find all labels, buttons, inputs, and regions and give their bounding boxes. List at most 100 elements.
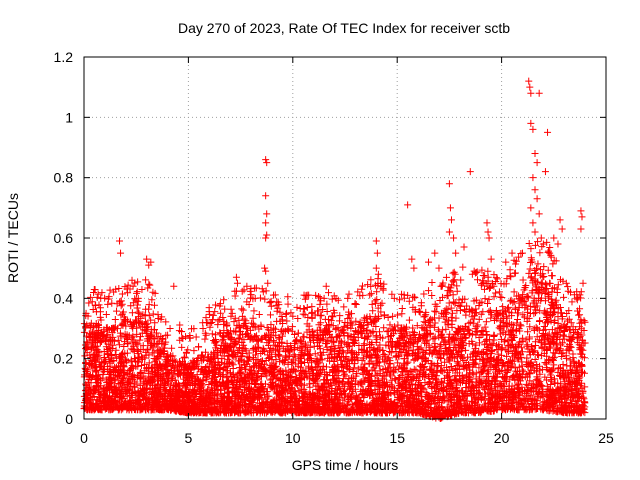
data-point	[370, 346, 378, 354]
data-point	[441, 358, 449, 366]
data-point	[581, 383, 589, 391]
data-point	[467, 318, 475, 326]
data-point	[137, 362, 145, 370]
data-point	[249, 363, 257, 371]
data-point	[559, 332, 567, 340]
data-point	[476, 389, 484, 397]
data-point	[144, 323, 152, 331]
data-point	[426, 378, 434, 386]
data-point	[130, 354, 138, 362]
data-point	[436, 342, 444, 350]
data-point	[551, 316, 559, 324]
data-point	[234, 335, 242, 343]
data-point	[453, 307, 461, 315]
data-point	[472, 341, 480, 349]
data-point	[278, 332, 286, 340]
data-point	[237, 353, 245, 361]
data-point	[543, 281, 551, 289]
data-point	[522, 301, 530, 309]
data-point	[574, 397, 582, 405]
data-point	[548, 288, 556, 296]
data-point	[284, 360, 292, 368]
data-point	[446, 330, 454, 338]
chart-title: Day 270 of 2023, Rate Of TEC Index for r…	[178, 20, 510, 36]
data-point	[224, 352, 232, 360]
data-point	[391, 327, 399, 335]
data-point	[259, 344, 267, 352]
data-point	[534, 351, 542, 359]
data-point	[302, 367, 310, 375]
data-point	[465, 319, 473, 327]
data-point	[294, 329, 302, 337]
data-point	[455, 389, 463, 397]
data-point	[563, 362, 571, 370]
data-point	[246, 363, 254, 371]
data-point	[526, 323, 534, 331]
data-point	[494, 350, 502, 358]
data-point	[503, 352, 511, 360]
data-point	[532, 299, 540, 307]
data-point	[350, 330, 358, 338]
data-point	[452, 314, 460, 322]
data-point	[232, 327, 240, 335]
data-point	[413, 343, 421, 351]
data-point	[319, 362, 327, 370]
data-point	[306, 383, 314, 391]
data-point	[380, 324, 388, 332]
data-point	[141, 360, 149, 368]
data-point	[339, 349, 347, 357]
data-point	[349, 367, 357, 375]
data-point	[127, 365, 135, 373]
data-point	[337, 343, 345, 351]
data-point	[330, 358, 338, 366]
data-point	[151, 325, 159, 333]
data-point	[562, 324, 570, 332]
data-point	[560, 335, 568, 343]
data-point	[137, 323, 145, 331]
data-point	[514, 315, 522, 323]
data-point	[301, 358, 309, 366]
data-point	[462, 307, 470, 315]
data-point	[271, 363, 279, 371]
data-point	[122, 322, 130, 330]
data-point	[284, 327, 292, 335]
data-point	[354, 328, 362, 336]
data-point	[551, 349, 559, 357]
data-point	[523, 308, 531, 316]
data-point	[337, 356, 345, 364]
data-point	[567, 319, 575, 327]
data-point	[512, 367, 520, 375]
data-point	[447, 304, 455, 312]
data-point	[265, 347, 273, 355]
data-point	[391, 323, 399, 331]
data-point	[511, 304, 519, 312]
data-point	[504, 303, 512, 311]
data-point	[468, 397, 476, 405]
data-point	[131, 388, 139, 396]
data-point	[410, 365, 418, 373]
data-point	[524, 328, 532, 336]
data-point	[376, 341, 384, 349]
data-point	[387, 332, 395, 340]
data-point	[549, 349, 557, 357]
data-point	[369, 347, 377, 355]
data-point	[530, 310, 538, 318]
data-point	[299, 333, 307, 341]
data-point	[331, 344, 339, 352]
data-point	[437, 354, 445, 362]
data-point	[462, 346, 470, 354]
data-point	[541, 373, 549, 381]
data-point	[566, 356, 574, 364]
data-point	[400, 355, 408, 363]
data-point	[556, 345, 564, 353]
data-point	[141, 367, 149, 375]
data-point	[260, 346, 268, 354]
data-point	[340, 322, 348, 330]
data-point	[579, 393, 587, 401]
data-point	[294, 362, 302, 370]
data-point	[136, 336, 144, 344]
data-point	[112, 346, 120, 354]
data-point	[536, 378, 544, 386]
data-point	[458, 299, 466, 307]
